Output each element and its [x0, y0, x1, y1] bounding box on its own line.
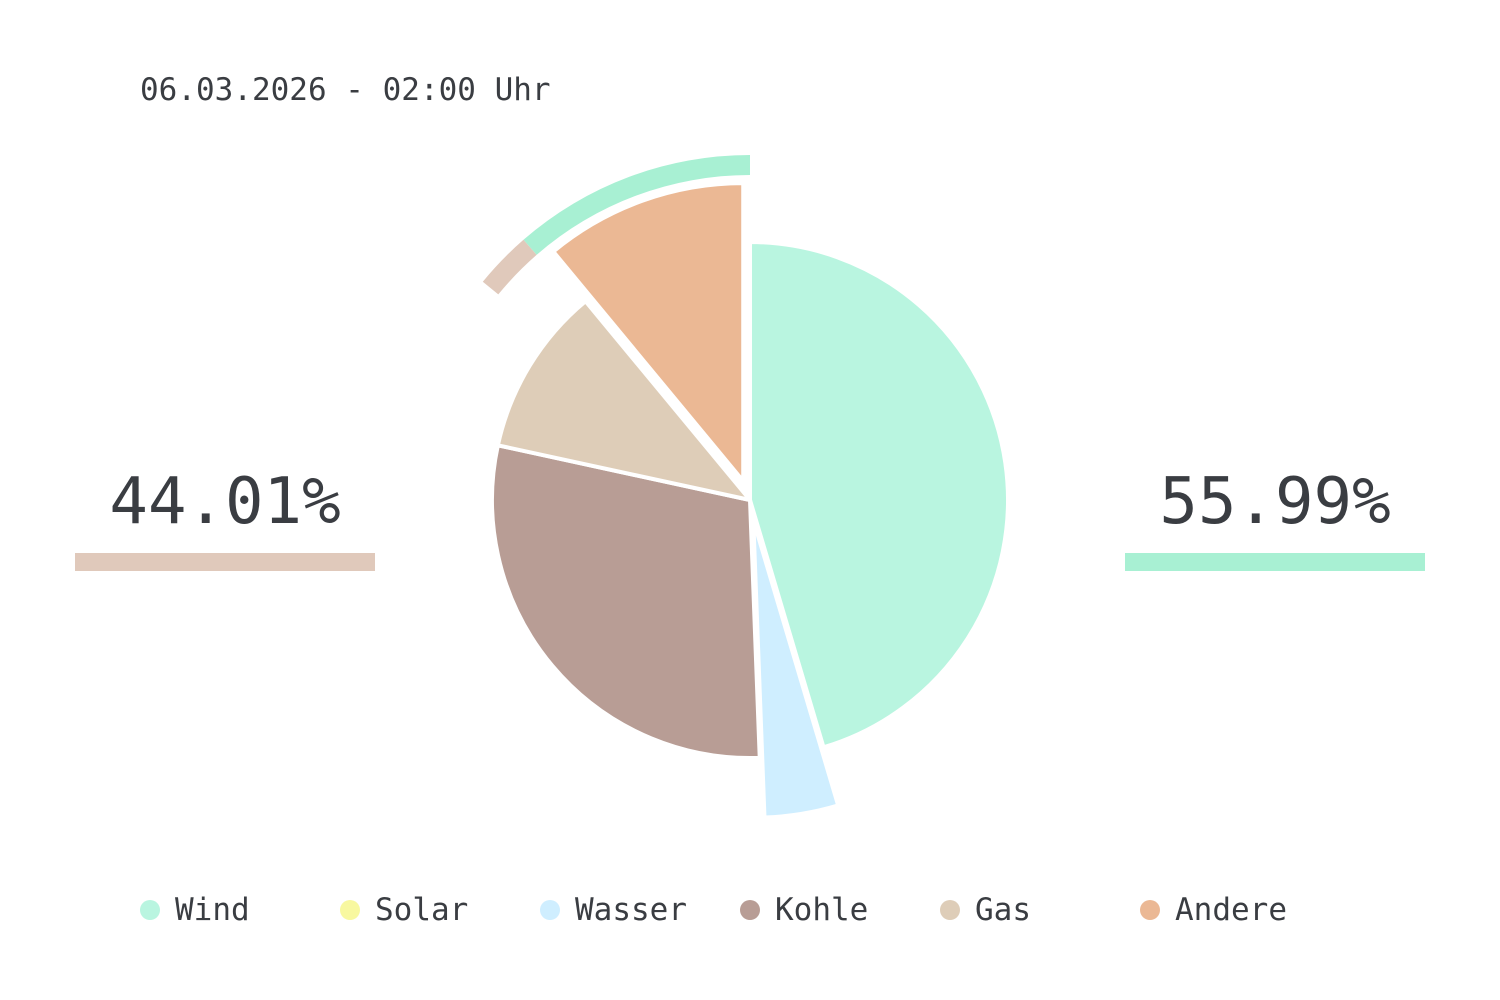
conventional-share-bar: [75, 553, 375, 571]
legend-label-kohle: Kohle: [775, 892, 869, 928]
legend-label-wasser: Wasser: [575, 892, 687, 928]
pie-slice-kohle[interactable]: [490, 443, 762, 760]
legend-label-gas: Gas: [975, 892, 1031, 928]
legend-label-andere: Andere: [1175, 892, 1287, 928]
legend-dot-kohle: [740, 900, 760, 920]
legend-label-solar: Solar: [375, 892, 469, 928]
renewable-share-bar: [1125, 553, 1425, 571]
legend-dot-wasser: [540, 900, 560, 920]
pie-slice-wind[interactable]: [748, 240, 1010, 750]
outer-arc-renewable: [523, 155, 750, 255]
legend-dot-andere: [1140, 900, 1160, 920]
pie-outer-arcs-group: [482, 155, 750, 295]
legend-dot-gas: [940, 900, 960, 920]
timestamp-label: 06.03.2026 - 02:00 Uhr: [140, 72, 551, 108]
legend-dot-solar: [340, 900, 360, 920]
conventional-share-value: 44.01%: [109, 465, 341, 539]
legend-label-wind: Wind: [175, 892, 250, 928]
pie-slice-andere[interactable]: [551, 181, 746, 484]
outer-arc-conventional: [482, 239, 537, 295]
pie-slices-group: [490, 181, 1010, 820]
legend-dot-wind: [140, 900, 160, 920]
pie-slice-wasser[interactable]: [751, 517, 841, 820]
renewable-share-value: 55.99%: [1159, 465, 1391, 539]
pie-slice-gas[interactable]: [495, 299, 752, 502]
